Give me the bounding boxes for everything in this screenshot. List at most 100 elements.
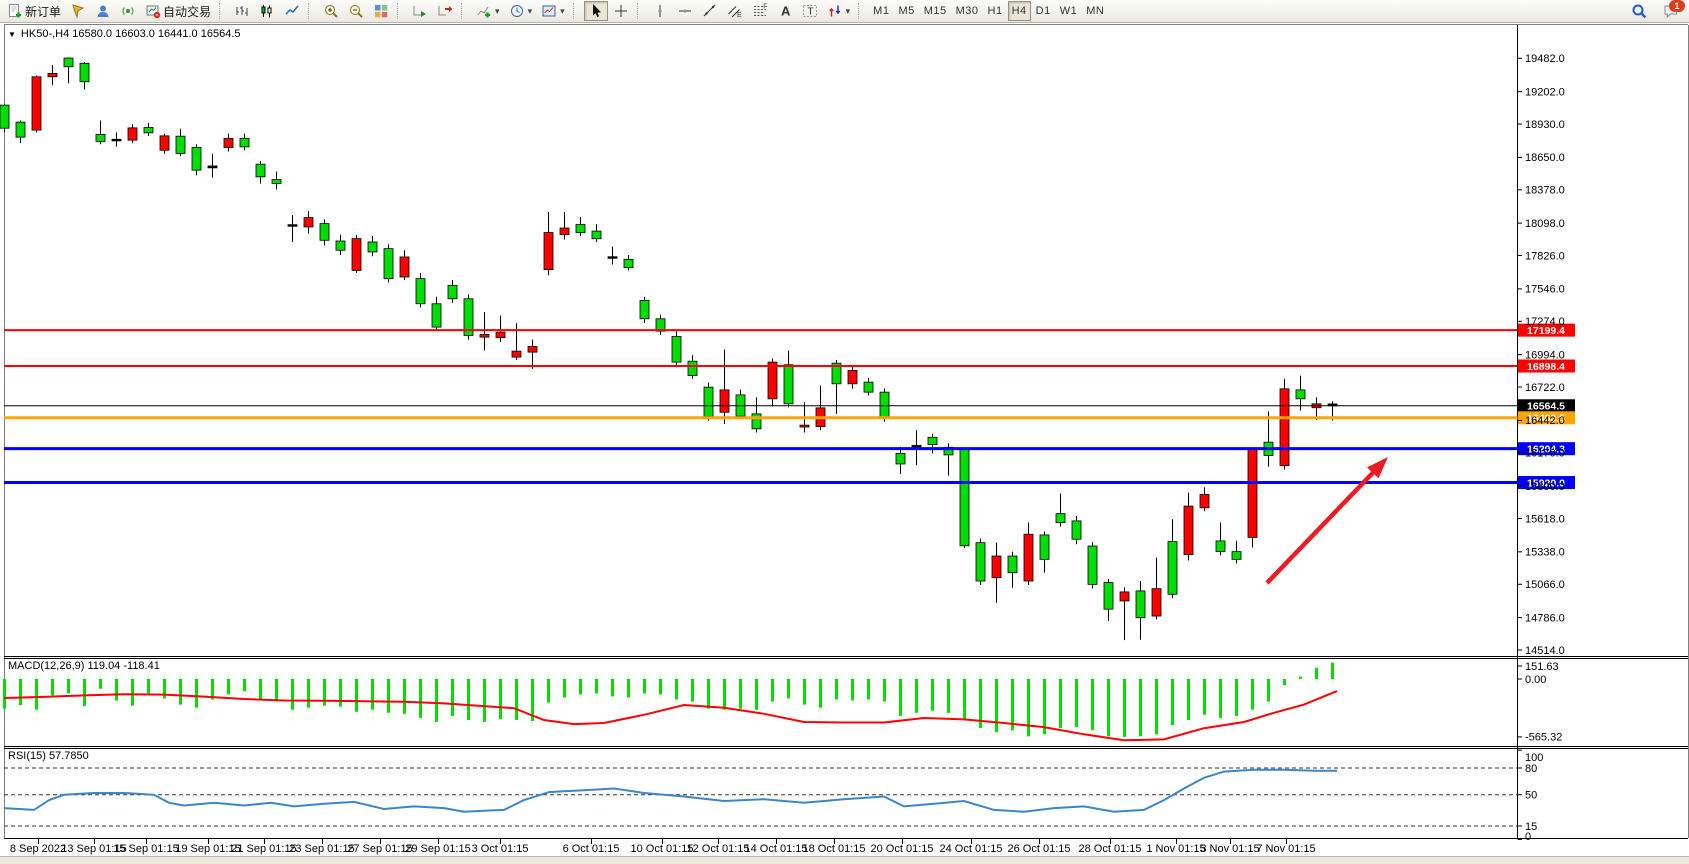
candle-body	[0, 104, 10, 129]
time-axis-label: 3 Nov 01:15	[1200, 843, 1259, 855]
rsi-axis-label: 100	[1525, 752, 1543, 764]
price-axis-label: 17546.0	[1525, 284, 1565, 296]
time-axis-label: 6 Oct 01:15	[563, 843, 620, 855]
equidistant-channel-button[interactable]: E	[723, 1, 747, 21]
candle-body	[927, 436, 938, 445]
price-axis-label: 17826.0	[1525, 250, 1565, 262]
zoom-out-button[interactable]	[344, 1, 368, 21]
candle-body	[1151, 588, 1162, 617]
autotrading-button[interactable]: 自动交易	[141, 1, 215, 21]
periods-button[interactable]: ▾	[505, 1, 537, 21]
candle-body	[127, 127, 138, 141]
candle-body	[1183, 505, 1194, 555]
chart-shift-button[interactable]	[433, 1, 457, 21]
candle-body	[1215, 540, 1226, 552]
arrows-button[interactable]: ▾	[823, 1, 855, 21]
timeframe-button-w1[interactable]: W1	[1059, 5, 1078, 17]
horizontal-line-button[interactable]	[673, 1, 697, 21]
tile-windows-button[interactable]	[369, 1, 393, 21]
candle-body	[303, 217, 314, 228]
search-button[interactable]	[1629, 1, 1649, 21]
time-axis-label: 19 Sep 01:15	[175, 843, 240, 855]
macd-axis-label: -565.32	[1525, 732, 1562, 744]
timeframe-button-h1[interactable]: H1	[987, 5, 1003, 17]
auto-scroll-button[interactable]	[408, 1, 432, 21]
chart-symbol-label: ▼ HK50-,H4 16580.0 16603.0 16441.0 16564…	[8, 28, 241, 40]
candle-body	[783, 364, 794, 405]
rsi-line	[3, 768, 1337, 813]
chat-button[interactable]: 1	[1661, 0, 1685, 21]
candle-body	[175, 135, 186, 154]
label-t-icon: T	[802, 3, 818, 19]
price-axis-label: 18098.0	[1525, 218, 1565, 230]
timeframe-button-mn[interactable]: MN	[1086, 5, 1105, 17]
price-badge	[1518, 323, 1575, 337]
candlestick-chart-button[interactable]	[255, 1, 279, 21]
signal-icon	[120, 3, 136, 19]
candle-body	[159, 135, 170, 151]
candle-body	[1167, 541, 1178, 595]
search-icon	[1631, 3, 1647, 19]
hline-icon	[677, 3, 693, 19]
cursor-button[interactable]	[583, 1, 608, 21]
indicator-add-icon	[476, 3, 492, 19]
timeframe-button-m30[interactable]: M30	[955, 5, 979, 17]
market-watch-button[interactable]	[91, 1, 115, 21]
line-chart-button[interactable]	[280, 1, 304, 21]
timeframe-button-m5[interactable]: M5	[898, 5, 915, 17]
candle-body	[95, 134, 106, 142]
timeframe-button-m1[interactable]: M1	[873, 5, 890, 17]
signals-button[interactable]	[116, 1, 140, 21]
chevron-down-icon: ▾	[845, 5, 851, 16]
candle-body	[623, 258, 634, 269]
candle-body	[671, 336, 682, 363]
time-axis-label: 20 Oct 01:15	[871, 843, 934, 855]
candle-body	[287, 224, 298, 227]
time-axis-label: 18 Oct 01:15	[803, 843, 866, 855]
toolbar-separator	[636, 3, 644, 19]
time-axis-label: 8 Sep 2022	[10, 843, 66, 855]
candle-body	[79, 62, 90, 83]
candle-body	[559, 227, 570, 235]
label-button[interactable]: T	[798, 1, 822, 21]
styler-button[interactable]	[66, 1, 90, 21]
macd-axis-label: 151.63	[1525, 661, 1559, 673]
zoom-in-button[interactable]	[319, 1, 343, 21]
price-axis-label: 14514.0	[1525, 645, 1565, 657]
new-order-button[interactable]: 新订单	[3, 1, 65, 21]
templates-button[interactable]: ▾	[537, 1, 569, 21]
price-badge	[1518, 442, 1575, 456]
svg-text:F: F	[763, 4, 767, 11]
time-axis-label: 29 Sep 01:15	[405, 843, 470, 855]
trendline-icon	[702, 3, 718, 19]
trend-arrow-head[interactable]	[1366, 457, 1388, 479]
candle-body	[863, 381, 874, 393]
fibonacci-button[interactable]: F	[748, 1, 772, 21]
candle-body	[31, 76, 42, 131]
candle-body	[543, 232, 554, 270]
candle-body	[879, 391, 890, 418]
trendline-button[interactable]	[698, 1, 722, 21]
timeframe-button-h4[interactable]: H4	[1007, 1, 1031, 21]
timeframe-button-d1[interactable]: D1	[1035, 5, 1051, 17]
candle-body	[607, 256, 618, 259]
price-badge	[1518, 411, 1575, 425]
trend-arrow-shaft[interactable]	[1265, 466, 1379, 585]
candle-body	[655, 318, 666, 332]
svg-text:E: E	[737, 12, 742, 19]
toolbar-separator	[308, 3, 315, 19]
time-axis-label: 10 Oct 01:15	[631, 843, 694, 855]
candle-body	[399, 256, 410, 278]
bar-chart-button[interactable]	[230, 1, 254, 21]
time-axis-label: 1 Nov 01:15	[1146, 843, 1205, 855]
indicators-button[interactable]: ▾	[472, 1, 504, 21]
collapse-triangle-icon[interactable]: ▼	[8, 29, 16, 39]
crosshair-button[interactable]	[609, 1, 633, 21]
timeframe-button-m15[interactable]: M15	[923, 5, 947, 17]
vertical-line-button[interactable]	[648, 1, 672, 21]
chevron-down-icon: ▾	[527, 5, 533, 16]
text-button[interactable]: A	[773, 1, 797, 21]
chevron-down-icon: ▾	[560, 5, 565, 16]
candle-body	[271, 179, 282, 184]
